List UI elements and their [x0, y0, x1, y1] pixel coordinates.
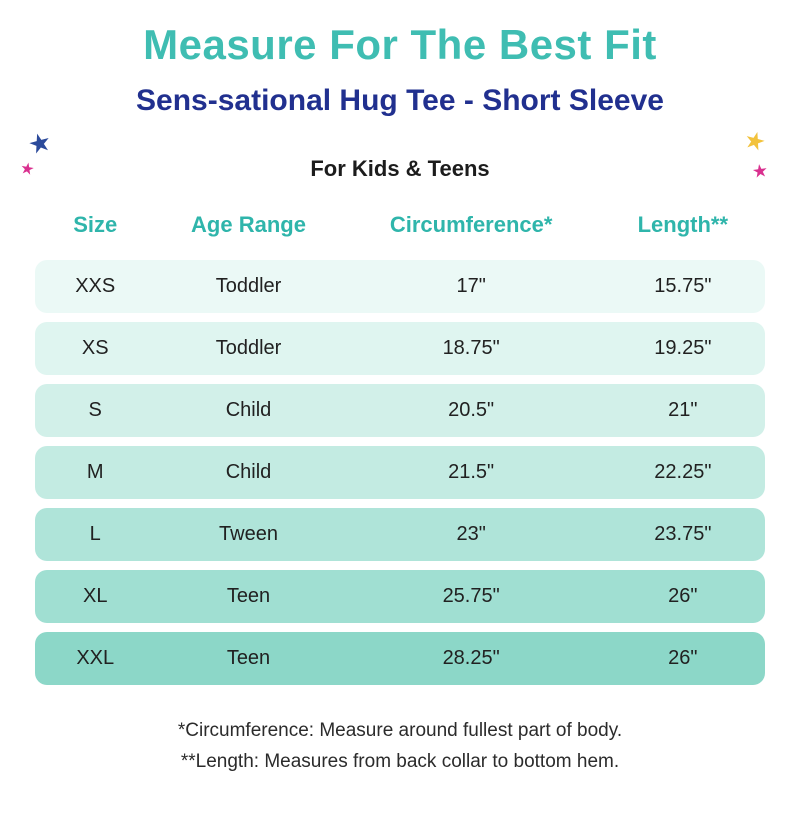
size-chart-page: ★ ★ ★ ★ Measure For The Best Fit Sens-sa… [0, 20, 800, 778]
age-cell: Teen [226, 584, 271, 607]
column-header-age-range: Age Range [191, 211, 306, 237]
page-title: Measure For The Best Fit [143, 21, 657, 68]
circumference-cell: 21.5" [448, 460, 495, 483]
age-cell: Toddler [215, 274, 282, 297]
circumference-cell: 17" [456, 274, 486, 297]
size-cell: XXL [76, 646, 115, 669]
table-row: S Child 20.5" 21" [35, 383, 765, 437]
yellow-star-icon: ★ [741, 125, 769, 158]
size-cell: S [88, 398, 102, 421]
length-cell: 26" [668, 646, 698, 669]
footnotes: *Circumference: Measure around fullest p… [0, 715, 800, 778]
length-cell: 21" [668, 398, 698, 421]
blue-star-icon: ★ [24, 125, 55, 161]
product-subtitle: Sens-sational Hug Tee - Short Sleeve [136, 84, 664, 118]
length-cell: 15.75" [654, 274, 712, 297]
circumference-cell: 23" [456, 522, 486, 545]
circumference-cell: 25.75" [442, 584, 500, 607]
audience-label: For Kids & Teens [310, 155, 490, 181]
table-row: XXS Toddler 17" 15.75" [35, 259, 765, 313]
magenta-star-right-icon: ★ [750, 159, 770, 183]
age-cell: Tween [219, 522, 278, 545]
table-row: XL Teen 25.75" 26" [35, 569, 765, 623]
column-header-length: Length** [637, 211, 729, 237]
age-cell: Child [225, 460, 272, 483]
column-header-size: Size [73, 211, 118, 237]
magenta-star-left-icon: ★ [18, 159, 36, 180]
circumference-cell: 20.5" [448, 398, 495, 421]
length-cell: 19.25" [654, 336, 712, 359]
age-cell: Child [225, 398, 272, 421]
length-cell: 23.75" [654, 522, 712, 545]
table-row: XXL Teen 28.25" 26" [35, 631, 765, 685]
column-header-circumference: Circumference* [389, 211, 553, 237]
table-row: XS Toddler 18.75" 19.25" [35, 321, 765, 375]
table-row: M Child 21.5" 22.25" [35, 445, 765, 499]
footnote-circumference: *Circumference: Measure around fullest p… [177, 719, 623, 741]
circumference-cell: 18.75" [442, 336, 500, 359]
length-cell: 26" [668, 584, 698, 607]
table-header-row: Size Age Range Circumference* Length** [35, 212, 765, 238]
size-cell: XS [81, 336, 109, 359]
length-cell: 22.25" [654, 460, 712, 483]
size-cell: XXS [75, 274, 116, 297]
size-table: Size Age Range Circumference* Length** X… [35, 212, 765, 685]
size-cell: XL [82, 584, 108, 607]
size-cell: M [86, 460, 104, 483]
age-cell: Teen [226, 646, 271, 669]
age-cell: Toddler [215, 336, 282, 359]
footnote-length: **Length: Measures from back collar to b… [180, 751, 620, 773]
table-row: L Tween 23" 23.75" [35, 507, 765, 561]
size-cell: L [89, 522, 101, 545]
circumference-cell: 28.25" [442, 646, 500, 669]
